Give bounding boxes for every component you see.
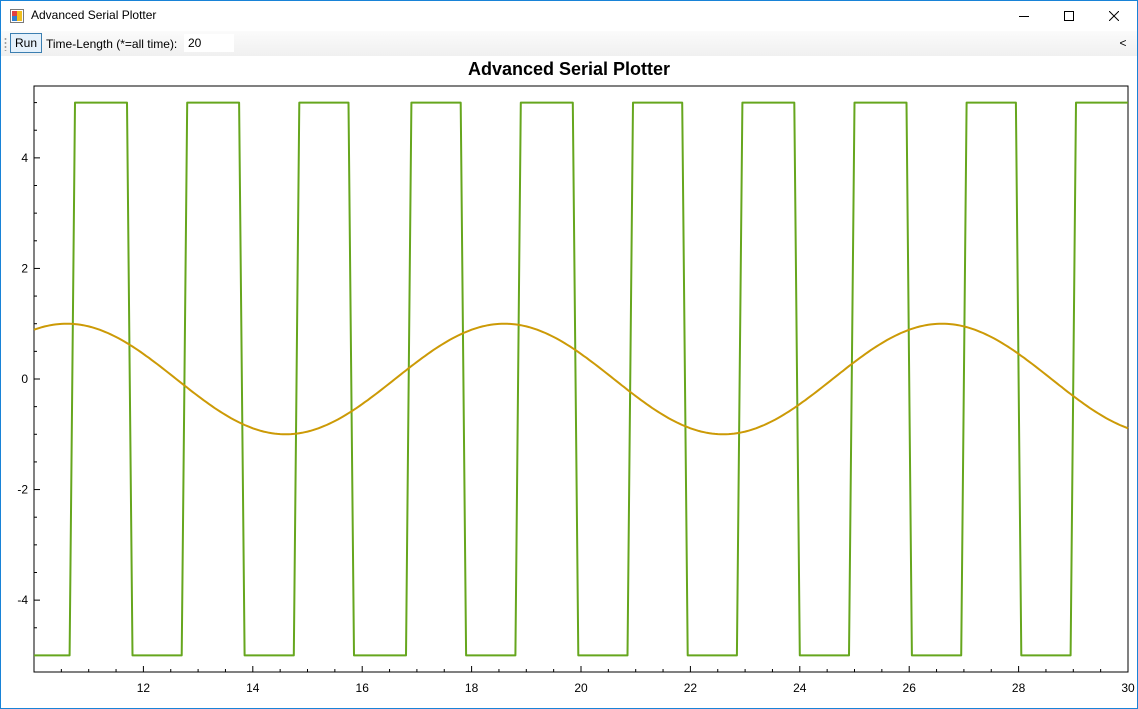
x-tick-label: 24 [793,681,807,695]
y-tick-label: -2 [17,483,28,497]
time-length-label: Time-Length (*=all time): [46,37,178,51]
y-tick-label: 0 [21,372,28,386]
close-button[interactable] [1091,1,1137,31]
series-line-2 [33,322,1129,436]
window-title: Advanced Serial Plotter [31,8,157,22]
toolbar-overflow-button[interactable]: < [1119,36,1127,50]
minimize-icon [1019,16,1029,17]
toolbar-grip-icon[interactable] [4,37,7,51]
x-tick-label: 16 [356,681,370,695]
run-button[interactable]: Run [10,33,42,53]
minimize-button[interactable] [1001,1,1047,31]
toolbar: Run Time-Length (*=all time): < [1,31,1137,56]
x-tick-label: 28 [1012,681,1026,695]
maximize-icon [1064,11,1074,21]
x-tick-label: 14 [246,681,260,695]
chart-title: Advanced Serial Plotter [467,59,671,79]
x-tick-label: 20 [574,681,588,695]
y-tick-label: -4 [17,593,28,607]
app-window-icon [10,9,24,23]
x-tick-label: 12 [137,681,151,695]
x-tick-label: 18 [465,681,479,695]
x-tick-label: 30 [1121,681,1135,695]
plot-area: Advanced Serial Plotter -4 -2 0 2 4 12 14 16 18 2… [1,56,1137,708]
series-line-1 [34,101,1128,657]
title-bar[interactable]: Advanced Serial Plotter [1,1,1137,31]
x-tick-label: 22 [684,681,698,695]
time-length-input[interactable] [184,34,234,52]
y-tick-label: 2 [21,261,28,275]
x-tick-label: 26 [903,681,917,695]
y-tick-label: 4 [21,151,28,165]
maximize-button[interactable] [1046,1,1092,31]
close-icon [1109,11,1119,21]
